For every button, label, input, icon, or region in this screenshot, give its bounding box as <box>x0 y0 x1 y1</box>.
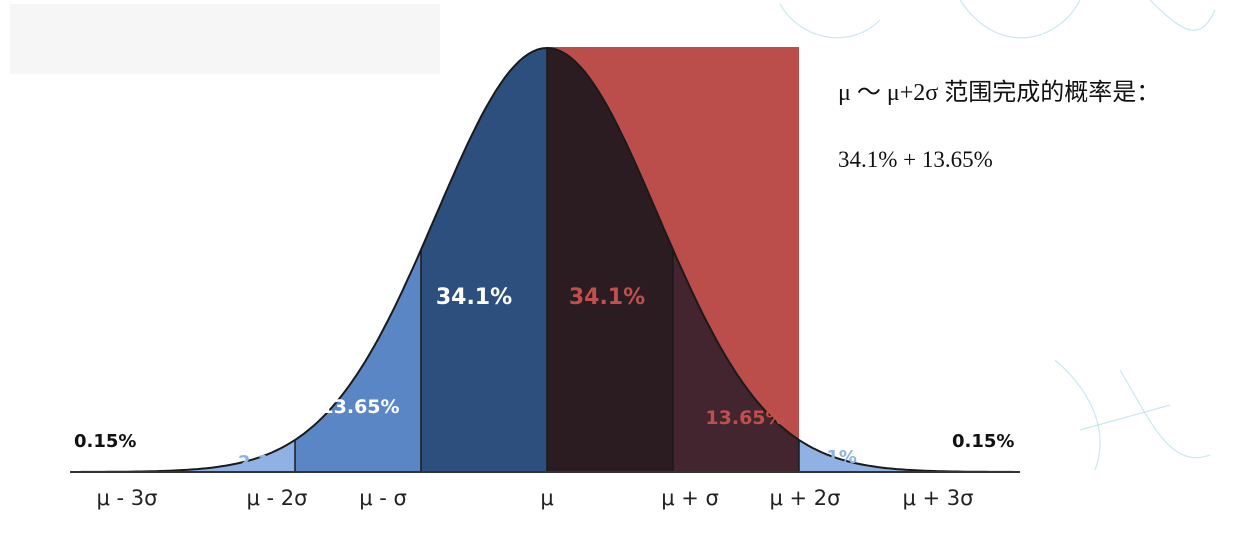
segment-label-6: 2.1% <box>807 447 857 468</box>
segment-label-0: 0.15% <box>74 431 136 452</box>
segment-label-1: 2.1% <box>238 452 288 473</box>
segment-label-3: 34.1% <box>436 285 512 310</box>
segment-fill-5 <box>673 249 799 472</box>
x-tick-label-3: μ <box>540 486 553 510</box>
segment-label-4: 34.1% <box>569 285 645 310</box>
watermark-stroke-1 <box>959 0 1081 39</box>
segment-fill-2 <box>295 249 421 472</box>
annotation-formula: 34.1% + 13.65% <box>838 147 993 172</box>
x-tick-label-6: μ + 3σ <box>903 486 974 510</box>
density-curve <box>80 46 1014 473</box>
watermark-stroke-3 <box>1054 359 1101 471</box>
x-tick-label-5: μ + 2σ <box>770 486 841 510</box>
x-tick-label-2: μ - σ <box>359 486 407 510</box>
watermark-stroke-5 <box>1079 404 1171 431</box>
segment-fill-6 <box>799 440 925 472</box>
annotation-title: μ ～ μ+2σ 范围完成的概率是： <box>838 80 1161 106</box>
background-panel <box>10 4 440 74</box>
x-tick-label-4: μ + σ <box>661 486 719 510</box>
x-tick-label-0: μ - 3σ <box>97 486 158 510</box>
segment-label-2: 13.65% <box>320 396 399 418</box>
segment-label-7: 0.15% <box>952 431 1014 452</box>
segment-fill-1 <box>169 440 295 472</box>
watermark-stroke-4 <box>1119 369 1211 459</box>
watermark-stroke-0 <box>779 3 881 39</box>
segment-label-5: 13.65% <box>705 407 784 429</box>
watermark-stroke-2 <box>1149 0 1216 31</box>
segment-fill-4 <box>547 48 673 472</box>
segment-fill-3 <box>421 48 547 472</box>
x-tick-label-1: μ - 2σ <box>247 486 308 510</box>
